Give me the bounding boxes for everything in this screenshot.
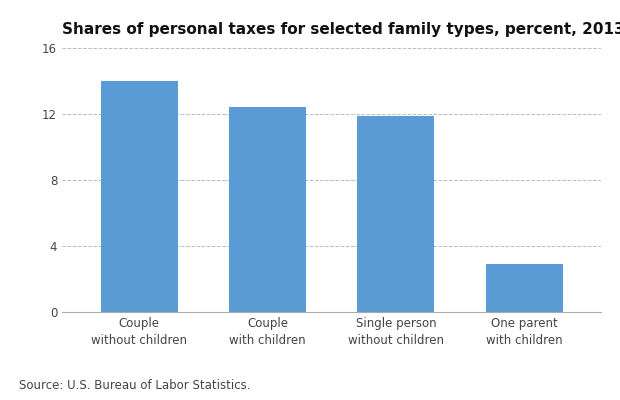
Bar — [229, 108, 306, 312]
Bar — [357, 116, 435, 312]
Text: Shares of personal taxes for selected family types, percent, 2013: Shares of personal taxes for selected fa… — [62, 22, 620, 37]
Bar — [486, 264, 563, 312]
Bar — [100, 81, 177, 312]
Text: Source: U.S. Bureau of Labor Statistics.: Source: U.S. Bureau of Labor Statistics. — [19, 379, 250, 392]
